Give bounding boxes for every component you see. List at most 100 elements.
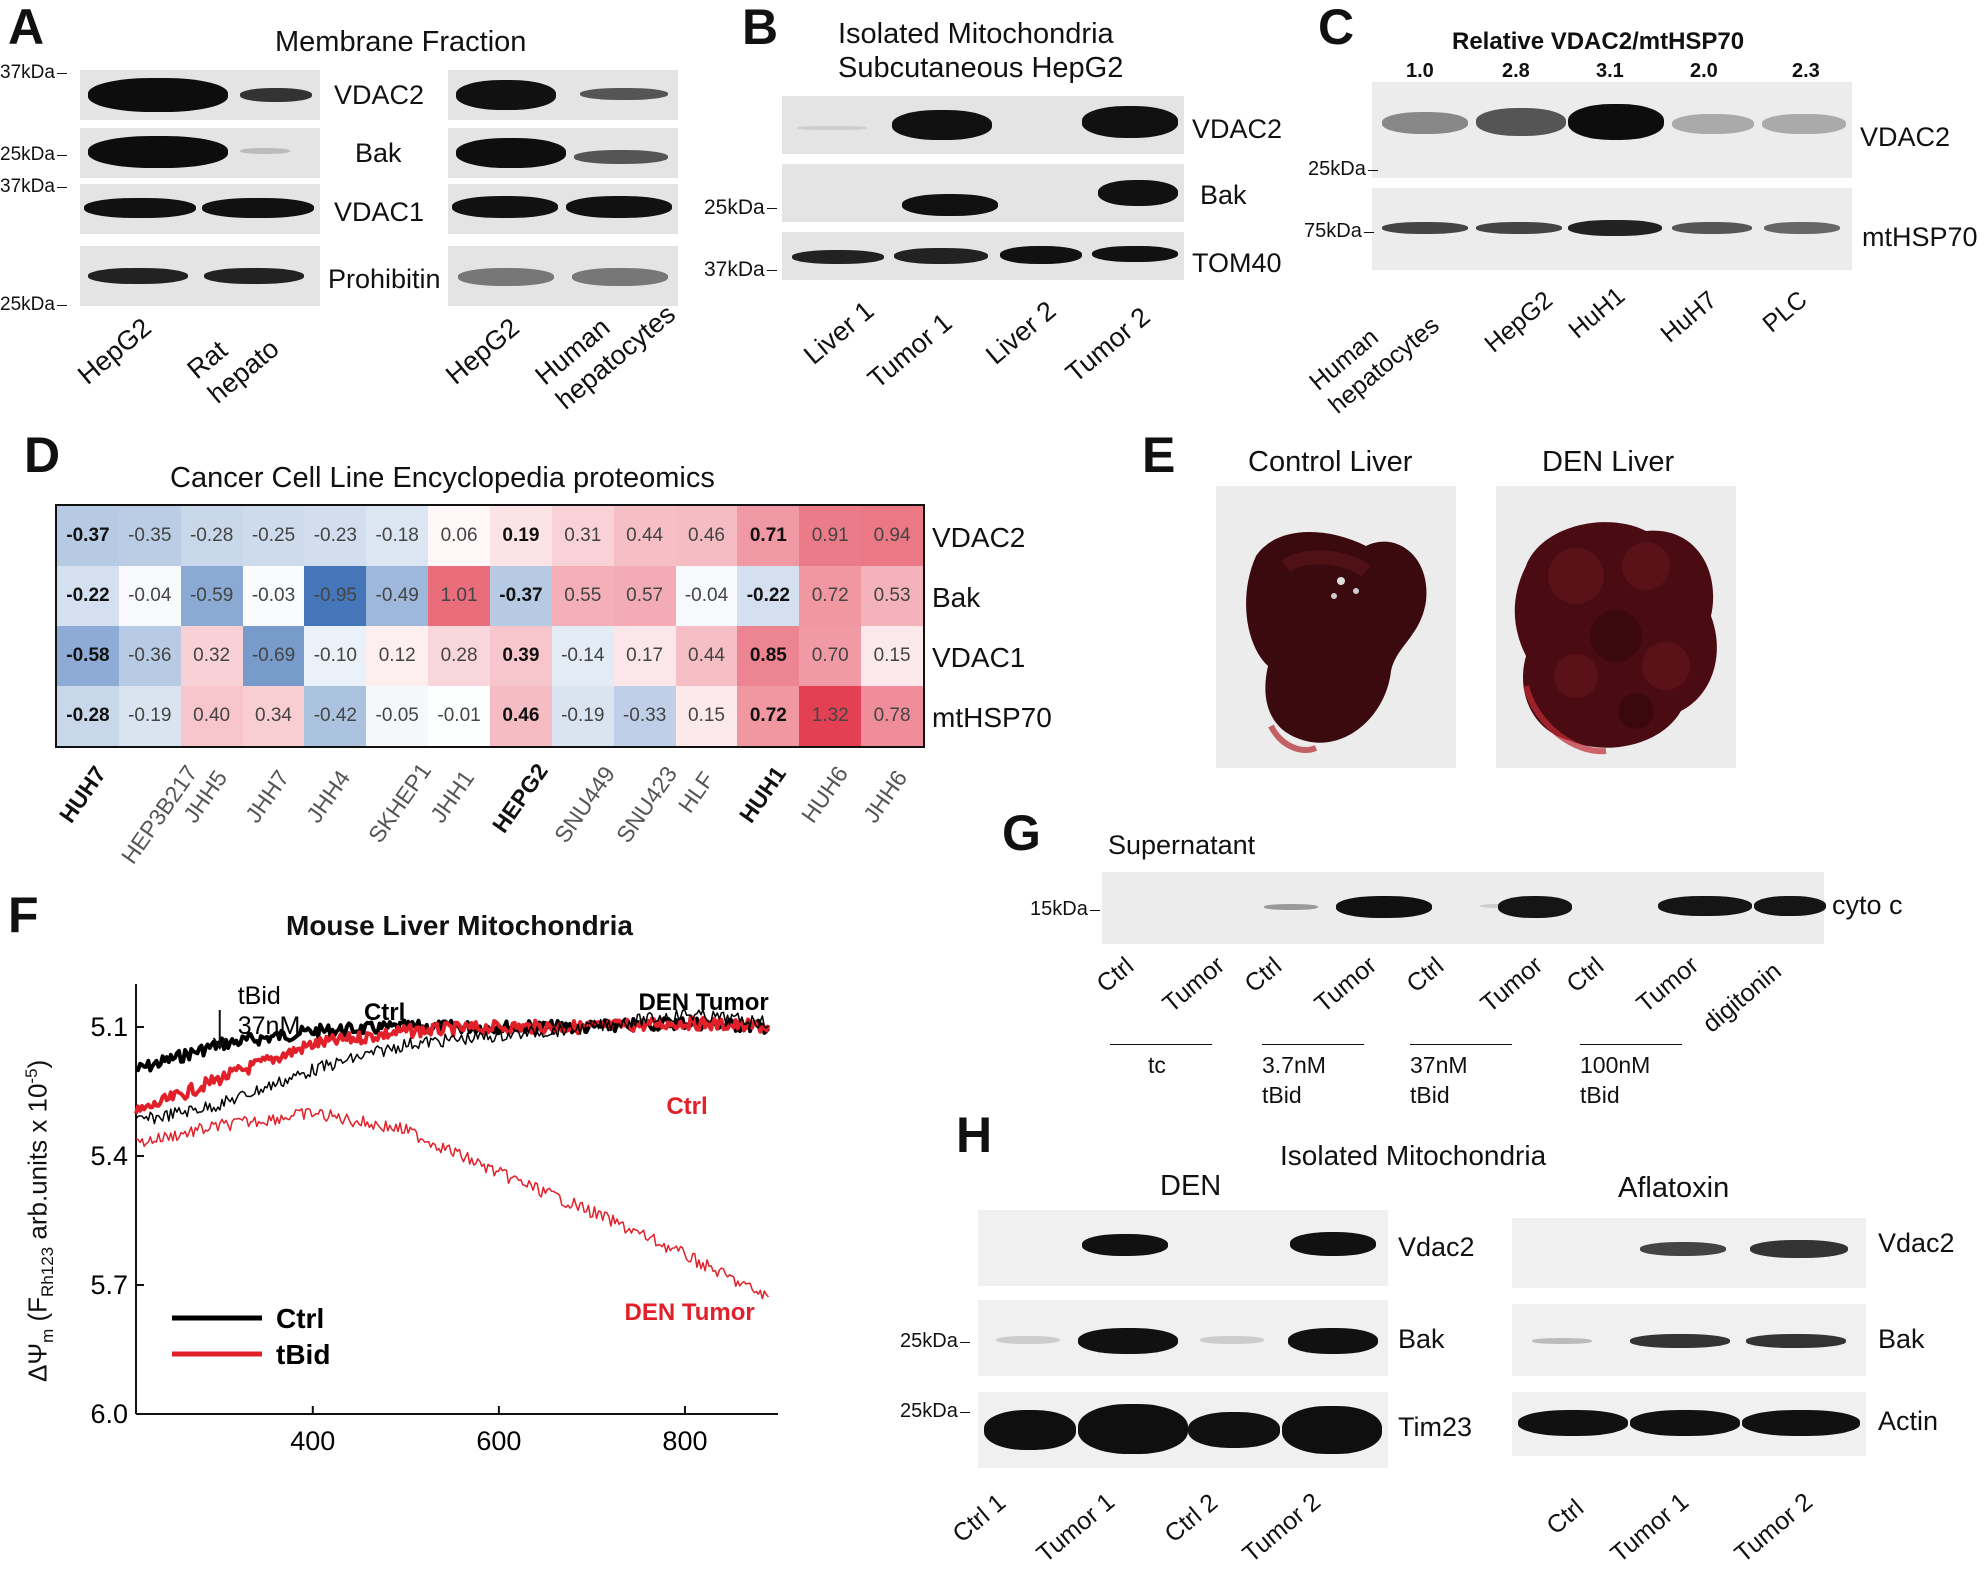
kda-marker: 75kDa [1304, 220, 1374, 242]
protein-label: Bak [1398, 1324, 1445, 1354]
legend-label: Ctrl [276, 1303, 324, 1334]
heatmap-cell: -0.28 [57, 686, 119, 746]
heatmap-cell: -0.59 [180, 566, 243, 626]
lane-label: Tumor [1475, 950, 1548, 1019]
heatmap-cell: -0.25 [242, 506, 305, 566]
y-tick-label: 5.4 [90, 1141, 128, 1171]
heatmap-cell: -0.04 [675, 566, 738, 626]
heatmap-cell: 0.72 [737, 686, 800, 746]
annotation-label: Ctrl [666, 1093, 707, 1120]
heatmap-cell: 0.71 [737, 506, 800, 566]
panel-g-title: Supernatant [1108, 830, 1256, 860]
panel-g-label: G [1002, 805, 1041, 861]
heatmap-cell: 0.39 [490, 626, 552, 686]
kda-marker: 37kDa [0, 176, 67, 197]
heatmap-cell: 0.53 [861, 566, 923, 626]
heatmap-column-label: HEPG2 [486, 758, 553, 838]
protein-label: Tim23 [1398, 1412, 1473, 1442]
heatmap-cell: -0.19 [551, 686, 614, 746]
lane-label: HepG2 [440, 312, 525, 391]
protein-label: VDAC2 [334, 80, 425, 110]
panel-b-label: B [742, 0, 779, 55]
protein-label: TOM40 [1192, 248, 1282, 278]
panel-b-title-line2: Subcutaneous HepG2 [838, 52, 1124, 84]
heatmap: -0.37 -0.35 -0.28 -0.25 -0.23 -0.18 0.06 0.19 0.… [55, 504, 925, 748]
protein-label: cyto c [1832, 890, 1903, 920]
heatmap-column-label: JHH4 [301, 765, 356, 828]
protein-label: Actin [1878, 1406, 1939, 1436]
kda-marker: 25kDa [900, 1400, 970, 1422]
annotation-label: DEN Tumor [625, 1299, 755, 1326]
series-line [135, 1008, 770, 1125]
heatmap-row-label: VDAC2 [932, 522, 1026, 553]
heatmap-row-label: VDAC1 [932, 642, 1026, 673]
kda-marker: 25kDa [0, 294, 67, 315]
panel-c-label: C [1318, 0, 1355, 55]
heatmap-cell: -0.05 [366, 686, 429, 746]
panel-b-title-line1: Isolated Mitochondria [838, 18, 1114, 50]
photo-caption: Control Liver [1248, 446, 1413, 478]
blot-strip [448, 128, 678, 178]
group-label: tBid [1410, 1082, 1450, 1108]
heatmap-cell: 0.31 [551, 506, 614, 566]
panel-d-label: D [24, 427, 61, 483]
kda-marker: 25kDa [900, 1330, 970, 1352]
lane-label: PLC [1757, 285, 1813, 339]
blot-strip [80, 70, 320, 120]
blot-strip [448, 70, 678, 120]
heatmap-cell: -0.37 [57, 506, 119, 566]
panel-h-title: Isolated Mitochondria [1280, 1140, 1547, 1171]
heatmap-cell: -0.36 [118, 626, 181, 686]
lane-label: HuH7 [1655, 285, 1723, 349]
protein-label: Bak [355, 138, 402, 168]
heatmap-cell: -0.19 [118, 686, 181, 746]
heatmap-cell: -0.18 [366, 506, 429, 566]
heatmap-cell: 0.34 [242, 686, 305, 746]
heatmap-cell: -0.04 [118, 566, 181, 626]
ratio-value: 2.3 [1792, 60, 1820, 82]
heatmap-cell: -0.37 [490, 566, 552, 626]
heatmap-cell: 0.44 [675, 626, 738, 686]
heatmap-cell: 1.01 [428, 566, 490, 626]
lane-label: HuH1 [1563, 281, 1631, 345]
heatmap-cell: 0.91 [799, 506, 862, 566]
heatmap-cell: 1.32 [799, 686, 862, 746]
heatmap-cell: -0.10 [304, 626, 367, 686]
blot-strip [1512, 1218, 1866, 1288]
kda-marker: 25kDa [0, 144, 67, 165]
ratio-value: 2.8 [1502, 60, 1530, 82]
heatmap-cell: 0.55 [551, 566, 614, 626]
heatmap-column-label: JHH6 [857, 765, 913, 828]
panel-h-subtitle: DEN [1160, 1170, 1222, 1202]
heatmap-row-label: Bak [932, 582, 981, 613]
lane-label: Ctrl [1541, 1493, 1590, 1541]
annotation-label: Ctrl [364, 999, 405, 1026]
group-bracket [1262, 1044, 1364, 1045]
panel-a-label: A [8, 0, 45, 55]
lane-label: Tumor 1 [1031, 1487, 1120, 1569]
group-label: 3.7nM [1262, 1052, 1326, 1078]
heatmap-cell: 0.15 [675, 686, 738, 746]
y-tick-label: 5.1 [90, 1012, 128, 1042]
heatmap-row-label: mtHSP70 [932, 702, 1052, 733]
blot-strip [80, 184, 320, 234]
heatmap-cell: 0.32 [180, 626, 243, 686]
group-bracket [1580, 1044, 1682, 1045]
kda-marker: 37kDa [704, 258, 777, 281]
lane-label: Ctrl [1091, 951, 1140, 999]
heatmap-cell: -0.35 [118, 506, 181, 566]
lane-label: Ctrl 1 [947, 1488, 1012, 1549]
ratio-value: 3.1 [1596, 60, 1624, 82]
heatmap-cell: -0.49 [366, 566, 429, 626]
lane-label: digitonin [1697, 956, 1787, 1039]
lane-label: Ctrl [1561, 951, 1610, 999]
kda-marker: 15kDa [1030, 898, 1100, 920]
heatmap-cell: 0.15 [861, 626, 923, 686]
y-tick-label: 5.7 [90, 1270, 128, 1300]
lane-label: Tumor 2 [1060, 301, 1156, 389]
den-liver-photo [1496, 486, 1736, 768]
blot-strip [448, 184, 678, 234]
chart-title: Mouse Liver Mitochondria [286, 910, 633, 941]
control-liver-photo [1216, 486, 1456, 768]
